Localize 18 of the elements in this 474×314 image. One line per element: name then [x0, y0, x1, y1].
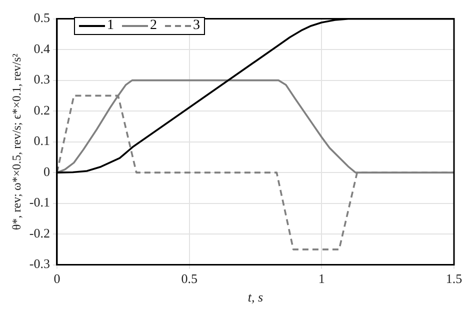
- x-axis-title: t, s: [248, 290, 264, 305]
- y-tick-label: 0.2: [34, 102, 50, 118]
- y-tick-label: -0.3: [29, 256, 50, 272]
- y-axis-title: θ*, rev; ω*×0.5, rev/s; ϵ*×0.1, rev/s²: [9, 53, 24, 230]
- x-tick-label: 1.5: [446, 271, 462, 286]
- y-tick-label: 0.1: [34, 133, 50, 148]
- legend-label: 3: [193, 18, 200, 34]
- legend-label: 2: [150, 18, 157, 34]
- y-tick-label: -0.1: [29, 194, 50, 210]
- y-tick-label: 0.3: [34, 72, 50, 87]
- y-tick-label: -0.2: [29, 225, 50, 240]
- y-tick-label: 0.4: [34, 40, 50, 56]
- y-tick-label: 0.5: [34, 10, 50, 26]
- x-tick-label: 0.5: [181, 271, 198, 286]
- x-tick-label: 1: [318, 271, 325, 286]
- legend-label: 1: [107, 18, 114, 34]
- x-tick-label: 0: [54, 271, 60, 286]
- y-tick-label: 0: [43, 164, 50, 179]
